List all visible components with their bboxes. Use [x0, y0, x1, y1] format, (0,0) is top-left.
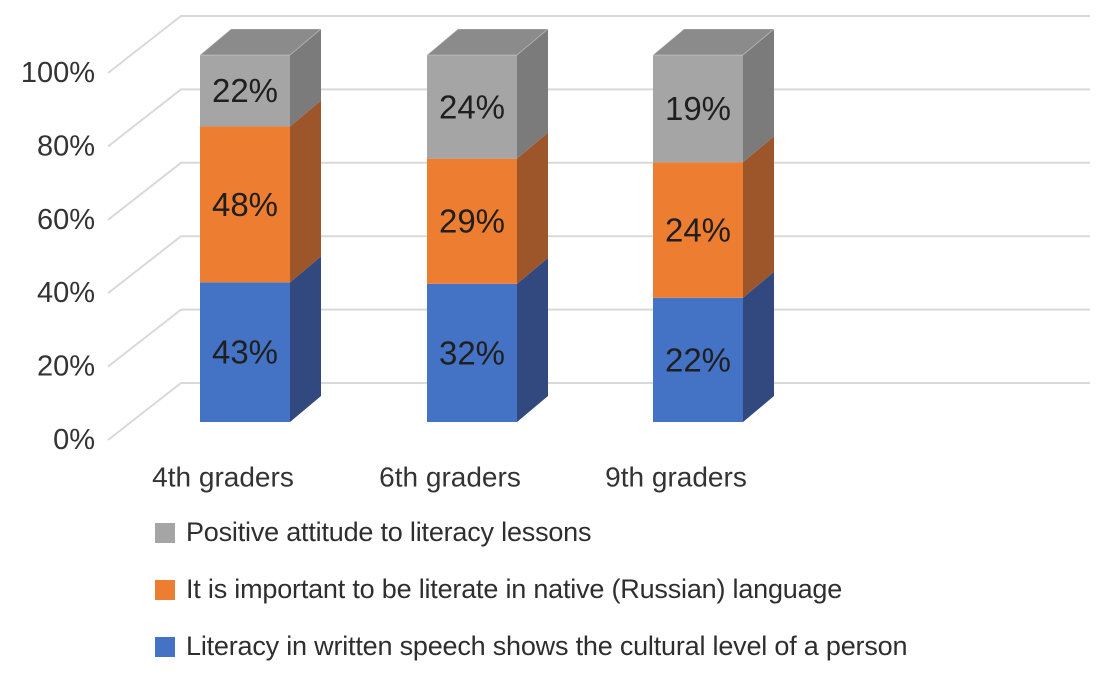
bar-segment-front	[427, 158, 517, 284]
gridline	[107, 308, 1090, 368]
category-label: 6th graders	[379, 462, 521, 493]
y-tick-label: 60%	[37, 204, 95, 236]
bar-segment-side	[290, 256, 321, 422]
bar-top-face	[198, 28, 323, 56]
bar-segment-side	[517, 132, 548, 284]
legend-item: Literacy in written speech shows the cul…	[155, 630, 907, 663]
bar-segment-side	[743, 29, 774, 163]
bar-data-label: 43%	[212, 334, 278, 371]
bar-segment-front	[200, 282, 290, 422]
bar-top-face	[425, 28, 550, 56]
bar-data-label: 29%	[439, 203, 505, 240]
bar-segment-front	[427, 55, 517, 159]
legend: Positive attitude to literacy lessons It…	[155, 516, 907, 663]
y-tick-label: 20%	[37, 351, 95, 383]
legend-label: It is important to be literate in native…	[186, 574, 843, 604]
bar-data-label: 24%	[665, 212, 731, 249]
category-label: 9th graders	[605, 462, 747, 493]
bar-segment-side	[517, 257, 548, 422]
bar-data-label: 48%	[212, 186, 278, 223]
bar-segment-front	[427, 283, 517, 422]
bar-segment-front	[653, 162, 743, 298]
gridline	[107, 15, 1090, 74]
legend-item: It is important to be literate in native…	[155, 573, 907, 606]
y-tick-label: 0%	[53, 424, 95, 456]
gridline	[107, 161, 1090, 221]
legend-swatch-blue	[155, 636, 175, 657]
gridline	[107, 88, 1090, 148]
bar-segment-side	[290, 29, 321, 127]
gridline	[107, 382, 1090, 441]
bar-segment-side	[290, 100, 321, 283]
bar-data-label: 22%	[665, 341, 731, 378]
bar-data-label: 24%	[439, 88, 505, 125]
bar-data-label: 22%	[212, 72, 278, 109]
bar-top-face	[651, 28, 776, 56]
gridline	[107, 235, 1090, 294]
legend-swatch-gray	[155, 522, 175, 543]
y-tick-label: 100%	[21, 57, 95, 89]
bar-segment-side	[517, 29, 548, 159]
bar-segment-front	[653, 297, 743, 422]
category-label: 4th graders	[152, 462, 294, 493]
legend-swatch-orange	[155, 579, 175, 600]
bar-segment-front	[200, 55, 290, 127]
bar-data-label: 19%	[665, 90, 731, 127]
legend-item: Positive attitude to literacy lessons	[155, 516, 907, 549]
bar-segment-side	[743, 136, 774, 298]
bar-segment-front	[200, 126, 290, 283]
y-tick-label: 40%	[37, 277, 95, 309]
bar-segment-front	[653, 55, 743, 163]
y-tick-label: 80%	[37, 130, 95, 162]
chart-canvas: 0% 20% 40% 60% 80% 100% 43% 48% 22% 4th graders 32…	[21, 15, 1090, 493]
bar-segment-side	[743, 271, 774, 422]
legend-label: Positive attitude to literacy lessons	[186, 517, 592, 547]
legend-label: Literacy in written speech shows the cul…	[186, 631, 908, 661]
bar-data-label: 32%	[439, 334, 505, 371]
